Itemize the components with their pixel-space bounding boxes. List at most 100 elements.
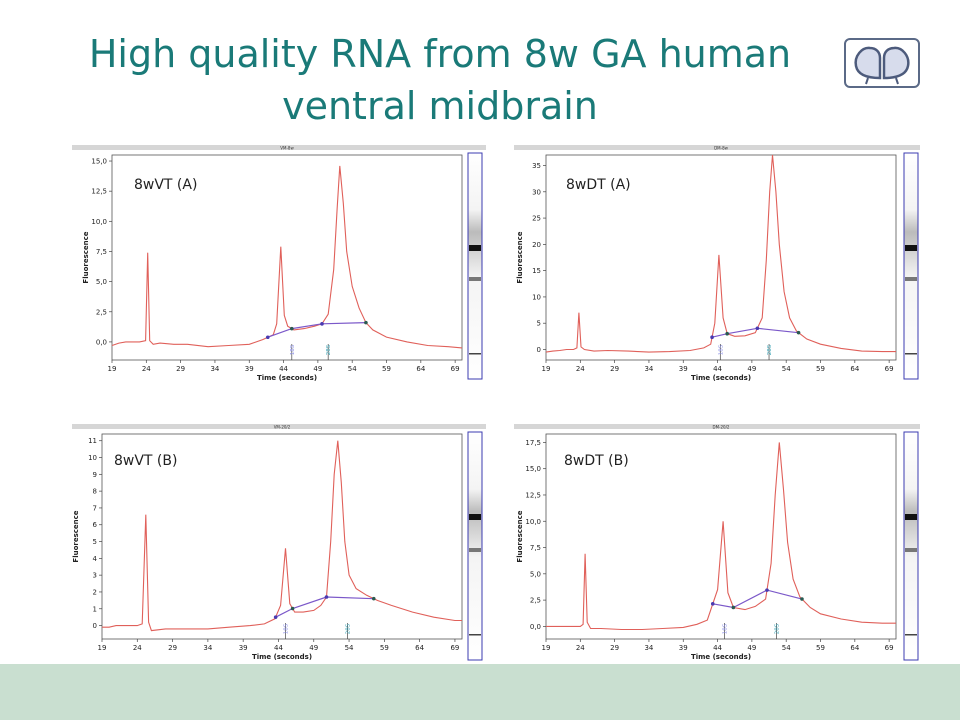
baseline-line	[711, 327, 799, 338]
y-tick-label: 0,0	[530, 623, 541, 631]
panel-label: 8wDT (A)	[566, 177, 631, 193]
gel-band-28s	[469, 245, 481, 251]
x-tick-label: 59	[382, 365, 391, 373]
y-tick-label: 10,0	[525, 518, 541, 526]
y-tick-label: 7	[93, 504, 97, 512]
baseline-point	[725, 331, 729, 336]
gel-lane	[467, 152, 483, 380]
marker-label-18s: 18S	[284, 623, 290, 634]
y-tick-label: 7,5	[530, 544, 541, 552]
baseline-line	[267, 322, 366, 338]
y-tick-label: 3	[93, 572, 97, 580]
y-tick-label: 11	[88, 437, 97, 445]
baseline-point	[320, 322, 324, 326]
slide-title-line1: High quality RNA from 8w GA human	[88, 32, 792, 76]
baseline-point	[290, 326, 294, 331]
marker-label-18s: 18S	[722, 623, 728, 634]
x-tick-label: 69	[885, 644, 894, 652]
x-tick-label: 54	[782, 644, 791, 652]
chart-panel-8wdt-a: DM-8w 0 5 10 15 20 25 30 35 19 24 29 34 39 44 49 54 59 64 6…	[514, 145, 920, 383]
fluorescence-trace-line	[111, 165, 463, 349]
baseline-point	[290, 606, 295, 611]
footer-band	[0, 664, 960, 720]
baseline-point	[731, 605, 736, 610]
y-tick-label: 17,5	[525, 439, 541, 447]
gel-band-28s	[905, 514, 917, 520]
plot-area-border	[101, 433, 463, 640]
baseline-point	[800, 597, 804, 601]
x-tick-label: 39	[239, 644, 248, 652]
gel-band-marker	[905, 634, 917, 636]
x-tick-label: 29	[610, 644, 619, 652]
gel-band-marker	[905, 353, 917, 355]
marker-label-28s: 28S	[767, 344, 773, 355]
x-tick-label: 24	[133, 644, 142, 652]
x-tick-label: 24	[576, 365, 585, 373]
x-tick-label: 44	[713, 365, 722, 373]
gel-band-marker	[469, 353, 481, 355]
x-tick-label: 54	[348, 365, 357, 373]
chart-window-titlebar	[514, 145, 920, 150]
x-tick-label: 69	[885, 365, 894, 373]
chart-window-titlebar	[72, 145, 486, 150]
gel-band-18s	[469, 277, 481, 281]
x-tick-label: 59	[380, 644, 389, 652]
x-axis-label: Time (seconds)	[691, 653, 751, 661]
x-tick-label: 54	[782, 365, 791, 373]
baseline-point	[755, 326, 760, 331]
marker-label-28s: 28S	[775, 623, 781, 634]
y-axis-label: Fluorescence	[72, 510, 80, 562]
y-tick-label: 2	[93, 588, 97, 596]
electropherogram-8wdt-a: DM-8w 0 5 10 15 20 25 30 35 19 24 29 34 39 44 49 54 59 64 6…	[514, 145, 920, 383]
y-tick-label: 2,5	[530, 597, 541, 605]
chart-panel-8wvt-b: VM-20/2 0 1 2 3 4 5 6 7 8 9 10 11 19 24 29 34 39 44 49 54 59 6…	[72, 424, 486, 664]
x-tick-label: 64	[415, 644, 424, 652]
baseline-point	[796, 330, 801, 335]
x-tick-label: 39	[679, 644, 688, 652]
fluorescence-trace-line	[546, 442, 896, 631]
chart-window-titlebar	[72, 424, 486, 429]
gel-band-18s	[905, 277, 917, 281]
baseline-point	[273, 615, 278, 619]
x-tick-label: 44	[279, 365, 288, 373]
marker-label-18s: 18S	[718, 344, 724, 355]
gel-lane	[467, 431, 483, 661]
y-tick-label: 5	[93, 538, 97, 546]
x-tick-label: 49	[313, 365, 322, 373]
y-tick-label: 6	[93, 521, 98, 529]
x-tick-label: 64	[850, 365, 859, 373]
x-tick-label: 19	[108, 365, 117, 373]
y-tick-label: 7,5	[96, 248, 107, 256]
x-tick-label: 39	[245, 365, 254, 373]
y-tick-label: 5,0	[96, 278, 107, 286]
baseline-point	[710, 602, 715, 606]
y-tick-label: 8	[93, 488, 97, 496]
chart-window-title: DM-8w	[714, 146, 729, 151]
y-tick-label: 30	[532, 188, 541, 196]
x-tick-label: 44	[274, 644, 283, 652]
y-tick-label: 15	[532, 267, 541, 275]
baseline-point	[765, 588, 769, 592]
x-tick-label: 29	[168, 644, 177, 652]
x-tick-label: 34	[644, 365, 653, 373]
chart-window-title: DM-20/2	[713, 425, 730, 430]
y-tick-label: 4	[93, 555, 98, 563]
x-tick-label: 39	[679, 365, 688, 373]
y-tick-label: 12,5	[525, 491, 541, 499]
x-tick-label: 69	[451, 365, 460, 373]
y-tick-label: 0	[93, 622, 97, 630]
marker-label-18s: 18S	[290, 344, 296, 355]
baseline-point	[710, 335, 714, 340]
x-tick-label: 59	[816, 644, 825, 652]
x-tick-label: 49	[747, 644, 756, 652]
panel-label: 8wVT (B)	[114, 453, 177, 469]
plot-area-border	[545, 433, 897, 640]
x-tick-label: 49	[747, 365, 756, 373]
gel-band-18s	[905, 548, 917, 552]
y-axis-label: Fluorescence	[82, 231, 90, 283]
fluorescence-trace-line	[102, 440, 462, 632]
x-tick-label: 34	[644, 644, 653, 652]
x-tick-label: 54	[345, 644, 354, 652]
y-tick-label: 5,0	[530, 570, 541, 578]
